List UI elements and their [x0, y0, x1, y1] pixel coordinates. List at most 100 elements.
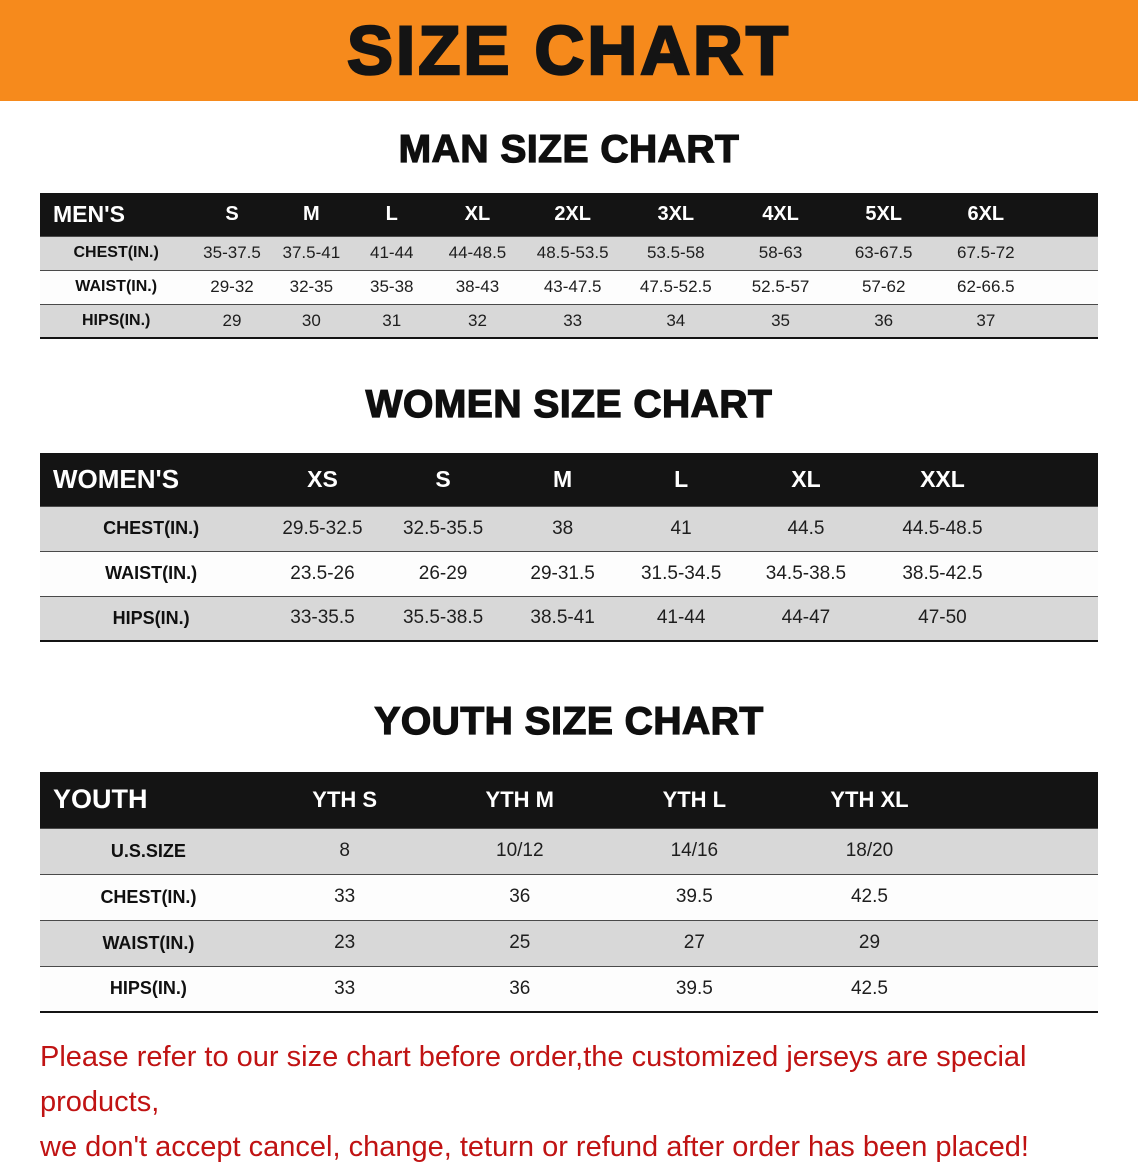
value-cell: 30 [301, 310, 321, 330]
value-cell: 44.5-48.5 [902, 517, 983, 539]
size-header-cell: L [674, 465, 689, 492]
value-cell: 38 [552, 517, 574, 539]
value-cell: 31.5-34.5 [640, 562, 722, 584]
row-label-cell: CHEST(IN.) [73, 244, 159, 261]
value-cell: 33 [334, 886, 356, 907]
table-title-cell: YOUTH [53, 784, 148, 815]
value-cell: 35 [771, 310, 790, 330]
value-cell: 32.5-35.5 [402, 517, 484, 539]
value-cell: 34.5-38.5 [765, 562, 847, 584]
value-cell: 29 [858, 932, 881, 953]
value-cell: 38.5-41 [530, 607, 595, 629]
men-size-table: MEN'S S M L XL 2XL 3XL 4XL 5XL 6XL CHEST(IN.) 35-37… [40, 193, 1098, 339]
value-cell: 31 [382, 310, 402, 330]
value-cell: 41 [670, 517, 692, 539]
value-cell: 36 [874, 310, 894, 330]
table-row: WAIST(IN.) 23 25 27 29 [40, 920, 1098, 966]
value-cell: 44.5 [787, 517, 825, 539]
value-cell: 36 [509, 977, 531, 999]
value-cell: 10/12 [496, 840, 544, 861]
value-cell: 57-62 [861, 277, 906, 296]
size-header-cell: YTH XL [830, 786, 909, 812]
size-header-cell: 3XL [657, 202, 695, 225]
value-cell: 18/20 [845, 840, 894, 861]
row-label-cell: HIPS(IN.) [81, 311, 151, 329]
size-header-cell: 4XL [762, 202, 799, 225]
size-header-cell: S [225, 202, 239, 225]
value-cell: 38.5-42.5 [902, 562, 983, 584]
value-cell: 27 [683, 932, 705, 953]
table-row: HIPS(IN.) 33-35.5 35.5-38.5 38.5-41 41-44 44-… [40, 596, 1098, 641]
table-row: U.S.SIZE 8 10/12 14/16 18/20 [40, 828, 1098, 874]
size-header-cell: 6XL [967, 202, 1005, 225]
table-header-row: WOMEN'S XS S M L XL XXL [40, 453, 1098, 506]
size-header-cell: M [553, 465, 573, 492]
youth-size-section: YOUTH SIZE CHART YOUTH YTH S YTH M YTH L YTH… [0, 699, 1138, 1013]
table-row: HIPS(IN.) 33 36 39.5 42.5 [40, 966, 1098, 1012]
table-row: CHEST(IN.) 35-37.5 37.5-41 41-44 44-48.5 48.5… [40, 236, 1098, 270]
table-row: CHEST(IN.) 29.5-32.5 32.5-35.5 38 41 44.5 44.5… [40, 506, 1098, 551]
table-row: WAIST(IN.) 29-32 32-35 35-38 38-43 43-47.5 47.… [40, 270, 1098, 304]
value-cell: 47-50 [918, 607, 967, 629]
row-label-cell: CHEST(IN.) [100, 886, 197, 907]
value-cell: 39.5 [675, 886, 713, 907]
size-header-cell: XXL [920, 465, 965, 492]
size-header-cell: XS [307, 465, 338, 492]
women-section-heading: WOMEN SIZE CHART [365, 382, 773, 426]
row-label-cell: HIPS(IN.) [109, 978, 187, 999]
value-cell: 53.5-58 [646, 243, 705, 262]
table-row: HIPS(IN.) 29 30 31 32 33 34 35 36 37 [40, 304, 1098, 338]
youth-size-table: YOUTH YTH S YTH M YTH L YTH XL U.S.SIZE 8 10/12… [40, 772, 1098, 1013]
value-cell: 52.5-57 [751, 277, 810, 296]
row-label-cell: U.S.SIZE [110, 840, 186, 861]
value-cell: 29.5-32.5 [282, 517, 363, 539]
value-cell: 37 [976, 310, 996, 330]
value-cell: 67.5-72 [956, 243, 1015, 262]
men-section-heading: MAN SIZE CHART [398, 127, 740, 171]
value-cell: 41-44 [370, 243, 414, 262]
size-header-cell: XL [791, 465, 821, 492]
value-cell: 26-29 [418, 562, 468, 584]
value-cell: 29 [222, 310, 242, 330]
row-label-cell: CHEST(IN.) [103, 518, 200, 538]
notice-line-1: Please refer to our size chart before or… [40, 1041, 1027, 1118]
table-title-cell: MEN'S [53, 200, 125, 227]
value-cell: 36 [509, 886, 531, 907]
value-cell: 35-37.5 [203, 243, 261, 262]
value-cell: 32 [467, 310, 487, 330]
value-cell: 32-35 [289, 277, 334, 296]
row-label-cell: WAIST(IN.) [105, 563, 198, 583]
order-notice: Please refer to our size chart before or… [40, 1035, 1098, 1170]
banner-title: SIZE CHART [346, 12, 791, 89]
value-cell: 44-48.5 [448, 243, 507, 262]
value-cell: 35-38 [370, 277, 414, 296]
size-chart-banner: SIZE CHART [0, 0, 1138, 101]
size-header-cell: M [303, 202, 320, 225]
men-size-section: MAN SIZE CHART MEN'S S M L XL 2XL 3XL 4XL 5XL 6XL… [0, 127, 1138, 339]
size-header-cell: XL [464, 202, 491, 225]
size-header-cell: YTH S [312, 786, 378, 812]
value-cell: 58-63 [758, 243, 803, 262]
value-cell: 62-66.5 [956, 277, 1015, 296]
size-header-cell: YTH L [662, 786, 727, 812]
size-header-cell: S [435, 465, 451, 492]
value-cell: 43-47.5 [543, 277, 602, 296]
table-row: WAIST(IN.) 23.5-26 26-29 29-31.5 31.5-34.5 34… [40, 551, 1098, 596]
value-cell: 42.5 [850, 886, 888, 907]
youth-section-heading: YOUTH SIZE CHART [374, 699, 764, 743]
value-cell: 34 [666, 310, 686, 330]
value-cell: 25 [509, 932, 531, 953]
row-label-cell: HIPS(IN.) [112, 607, 190, 628]
women-size-table: WOMEN'S XS S M L XL XXL CHEST(IN.) 29.5-32.5 32.5… [40, 453, 1098, 642]
size-header-cell: L [385, 202, 398, 225]
value-cell: 48.5-53.5 [536, 243, 609, 262]
value-cell: 41-44 [656, 607, 706, 629]
value-cell: 39.5 [675, 977, 713, 999]
value-cell: 29-32 [210, 277, 254, 296]
value-cell: 37.5-41 [282, 243, 341, 262]
table-row: CHEST(IN.) 33 36 39.5 42.5 [40, 874, 1098, 920]
value-cell: 23 [334, 932, 356, 953]
value-cell: 33 [334, 977, 356, 999]
value-cell: 29-31.5 [530, 562, 595, 584]
